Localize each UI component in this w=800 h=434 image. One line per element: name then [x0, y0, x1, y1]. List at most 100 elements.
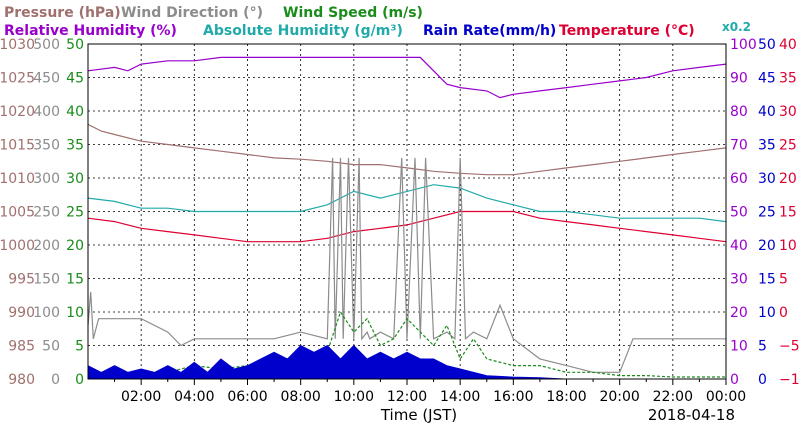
- x-tick-label: 18:00: [546, 389, 586, 405]
- series-wind-speed-m-s: [88, 310, 726, 378]
- tick-label-humidity: 40: [730, 238, 748, 254]
- tick-label-temperature: 20: [779, 171, 797, 187]
- rain-scale-note: x0.2: [722, 20, 751, 34]
- tick-label-wind_speed: 0: [75, 372, 84, 388]
- tick-label-wind_speed: 30: [66, 171, 84, 187]
- tick-label-rain_rate: 50: [758, 37, 776, 53]
- tick-label-wind_direction: 100: [33, 305, 60, 321]
- tick-label-pressure: 1025: [0, 71, 35, 87]
- x-tick-label: 22:00: [653, 389, 693, 405]
- tick-label-wind_speed: 35: [66, 138, 84, 154]
- tick-label-wind_direction: 300: [33, 171, 60, 187]
- series-pressure-hpa: [87, 123, 727, 176]
- x-tick-label: 00:00: [706, 389, 746, 405]
- legend-item: Temperature (°C): [559, 23, 695, 39]
- tick-label-temperature: −10: [779, 372, 800, 388]
- tick-label-rain_rate: 10: [758, 305, 776, 321]
- tick-label-wind_speed: 15: [66, 272, 84, 288]
- legend-item: Wind Speed (m/s): [283, 5, 423, 21]
- tick-label-wind_speed: 10: [66, 305, 84, 321]
- tick-label-rain_rate: 35: [758, 138, 776, 154]
- tick-label-wind_speed: 25: [66, 205, 84, 221]
- tick-label-pressure: 1005: [0, 205, 35, 221]
- tick-label-rain_rate: 0: [758, 372, 767, 388]
- x-tick-label: 04:00: [174, 389, 214, 405]
- x-tick-label: 08:00: [280, 389, 320, 405]
- tick-label-wind_direction: 500: [33, 37, 60, 53]
- tick-label-pressure: 1020: [0, 104, 35, 120]
- tick-label-humidity: 90: [730, 71, 748, 87]
- series-rain-rate: [87, 344, 726, 380]
- series-relative-humidity: [87, 56, 727, 99]
- x-tick-label: 10:00: [334, 389, 374, 405]
- tick-label-wind_speed: 40: [66, 104, 84, 120]
- x-axis-label: Time (JST): [380, 406, 457, 424]
- tick-label-pressure: 1010: [0, 171, 35, 187]
- tick-label-rain_rate: 25: [758, 205, 776, 221]
- legend-item: Pressure (hPa): [4, 5, 121, 21]
- tick-label-humidity: 70: [730, 138, 748, 154]
- legend: Pressure (hPa) Wind Direction (°) Wind Spe…: [4, 5, 751, 39]
- tick-label-humidity: 100: [730, 37, 757, 53]
- tick-label-wind_direction: 150: [33, 272, 60, 288]
- tick-label-temperature: 30: [779, 104, 797, 120]
- tick-label-rain_rate: 20: [758, 238, 776, 254]
- tick-label-rain_rate: 45: [758, 71, 776, 87]
- tick-label-humidity: 60: [730, 171, 748, 187]
- tick-label-humidity: 50: [730, 205, 748, 221]
- x-tick-label: 16:00: [493, 389, 533, 405]
- x-tick-label: 20:00: [599, 389, 639, 405]
- tick-label-pressure: 985: [8, 339, 35, 355]
- tick-label-temperature: 15: [779, 205, 797, 221]
- tick-label-temperature: −5: [779, 339, 800, 355]
- x-tick-label: 14:00: [440, 389, 480, 405]
- tick-label-wind_direction: 0: [51, 372, 60, 388]
- right-axes: 0102030405060708090100051015202530354045…: [730, 37, 800, 388]
- tick-label-pressure: 995: [8, 272, 35, 288]
- tick-label-rain_rate: 30: [758, 171, 776, 187]
- tick-label-wind_direction: 50: [42, 339, 60, 355]
- tick-label-temperature: 35: [779, 71, 797, 87]
- legend-item: Relative Humidity (%): [4, 23, 177, 39]
- tick-label-pressure: 1030: [0, 37, 35, 53]
- legend-item: Wind Direction (°): [121, 5, 263, 21]
- legend-item: Absolute Humidity (g/m³): [203, 23, 403, 39]
- x-tick-label: 02:00: [121, 389, 161, 405]
- tick-label-rain_rate: 40: [758, 104, 776, 120]
- tick-label-wind_direction: 200: [33, 238, 60, 254]
- left-axes: 9809859909951000100510101015102010251030…: [0, 37, 84, 388]
- tick-label-wind_direction: 450: [33, 71, 60, 87]
- tick-label-rain_rate: 15: [758, 272, 776, 288]
- series-wind-direction: [87, 157, 726, 373]
- tick-label-temperature: 5: [779, 272, 788, 288]
- series-group: [87, 56, 727, 380]
- x-axis: 02:00 04:00 06:00 08:00 10:00 12:00 14:00 16:00…: [114, 379, 746, 405]
- legend-item: Rain Rate(mm/h): [423, 23, 556, 39]
- tick-label-humidity: 80: [730, 104, 748, 120]
- tick-label-temperature: 40: [779, 37, 797, 53]
- tick-label-humidity: 10: [730, 339, 748, 355]
- tick-label-humidity: 30: [730, 272, 748, 288]
- tick-label-wind_speed: 50: [66, 37, 84, 53]
- tick-label-pressure: 1000: [0, 238, 35, 254]
- x-tick-label: 12:00: [387, 389, 427, 405]
- tick-label-pressure: 980: [8, 372, 35, 388]
- tick-label-wind_speed: 20: [66, 238, 84, 254]
- tick-label-temperature: 10: [779, 238, 797, 254]
- tick-label-humidity: 20: [730, 305, 748, 321]
- tick-label-wind_direction: 250: [33, 205, 60, 221]
- tick-label-humidity: 0: [730, 372, 739, 388]
- tick-label-wind_speed: 45: [66, 71, 84, 87]
- tick-label-rain_rate: 5: [758, 339, 767, 355]
- tick-label-pressure: 990: [8, 305, 35, 321]
- series-temperature-c: [87, 210, 727, 243]
- tick-label-wind_direction: 400: [33, 104, 60, 120]
- tick-label-pressure: 1015: [0, 138, 35, 154]
- tick-label-temperature: 0: [779, 305, 788, 321]
- x-tick-label: 06:00: [227, 389, 267, 405]
- series-absolute-humidity-g-m: [87, 184, 727, 223]
- date-label: 2018-04-18: [648, 406, 735, 424]
- tick-label-wind_speed: 5: [75, 339, 84, 355]
- tick-label-wind_direction: 350: [33, 138, 60, 154]
